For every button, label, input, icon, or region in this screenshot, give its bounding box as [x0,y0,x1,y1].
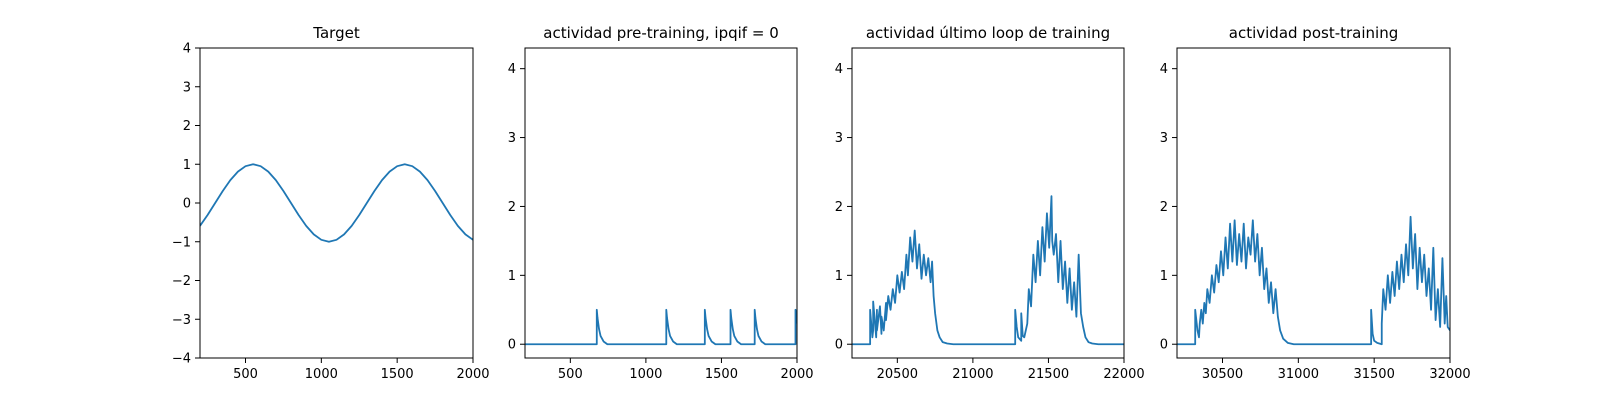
x-tick-label: 1000 [629,367,662,382]
series-line-1 [525,308,797,346]
x-tick-label: 22000 [1103,367,1144,382]
y-tick-label: 2 [835,200,843,215]
x-tick-label: 500 [233,367,258,382]
x-tick-label: 1000 [305,367,338,382]
chart-title: actividad pre-training, ipqif = 0 [543,24,779,42]
y-tick-label: 2 [508,200,516,215]
chart-title: Target [312,24,360,42]
x-tick-label: 500 [558,367,583,382]
y-tick-label: 4 [835,62,843,77]
x-tick-label: 2000 [456,367,489,382]
y-tick-label: 3 [183,80,191,95]
axes-frame [851,47,1125,359]
y-tick-label: −3 [172,313,191,328]
y-tick-label: 3 [508,131,516,146]
x-tick-label: 31000 [1278,367,1319,382]
x-tick-label: 21500 [1028,367,1069,382]
chart-panel-1: Target 500 1000 1500 2000 −4 −3 −2 −1 0 1 2 3 4 [172,24,490,382]
series-line-1 [1177,215,1450,346]
x-tick-label: 2000 [780,367,813,382]
chart-title: actividad post-training [1229,24,1398,42]
y-tick-label: 0 [183,197,191,212]
x-tick-label: 1500 [705,367,738,382]
y-tick-label: 4 [183,42,191,57]
x-tick-label: 20500 [877,367,918,382]
y-tick-label: 3 [1160,131,1168,146]
x-tick-label: 1500 [381,367,414,382]
y-tick-label: −1 [172,235,191,250]
y-tick-label: 0 [835,338,843,353]
axes-frame [199,47,474,359]
y-tick-label: 1 [508,269,516,284]
y-tick-label: 4 [508,62,516,77]
y-tick-label: 2 [183,119,191,134]
x-tick-label: 31500 [1353,367,1394,382]
y-tick-label: 1 [835,269,843,284]
y-tick-label: 1 [1160,269,1168,284]
series-line-1 [200,163,473,243]
y-tick-label: −2 [172,274,191,289]
y-tick-label: 4 [1160,62,1168,77]
axes-frame [1176,47,1451,359]
y-tick-label: 2 [1160,200,1168,215]
y-tick-label: 3 [835,131,843,146]
axes-frame [524,47,798,359]
chart-title: actividad último loop de training [866,24,1110,42]
x-tick-label: 32000 [1429,367,1470,382]
y-tick-label: −4 [172,352,191,367]
y-tick-label: 0 [508,338,516,353]
chart-panel-2: actividad pre-training, ipqif = 0 500 1000… [508,24,814,382]
x-tick-label: 21000 [952,367,993,382]
y-tick-label: 0 [1160,338,1168,353]
y-tick-label: 1 [183,158,191,173]
x-tick-label: 30500 [1202,367,1243,382]
series-line-1 [852,195,1124,346]
